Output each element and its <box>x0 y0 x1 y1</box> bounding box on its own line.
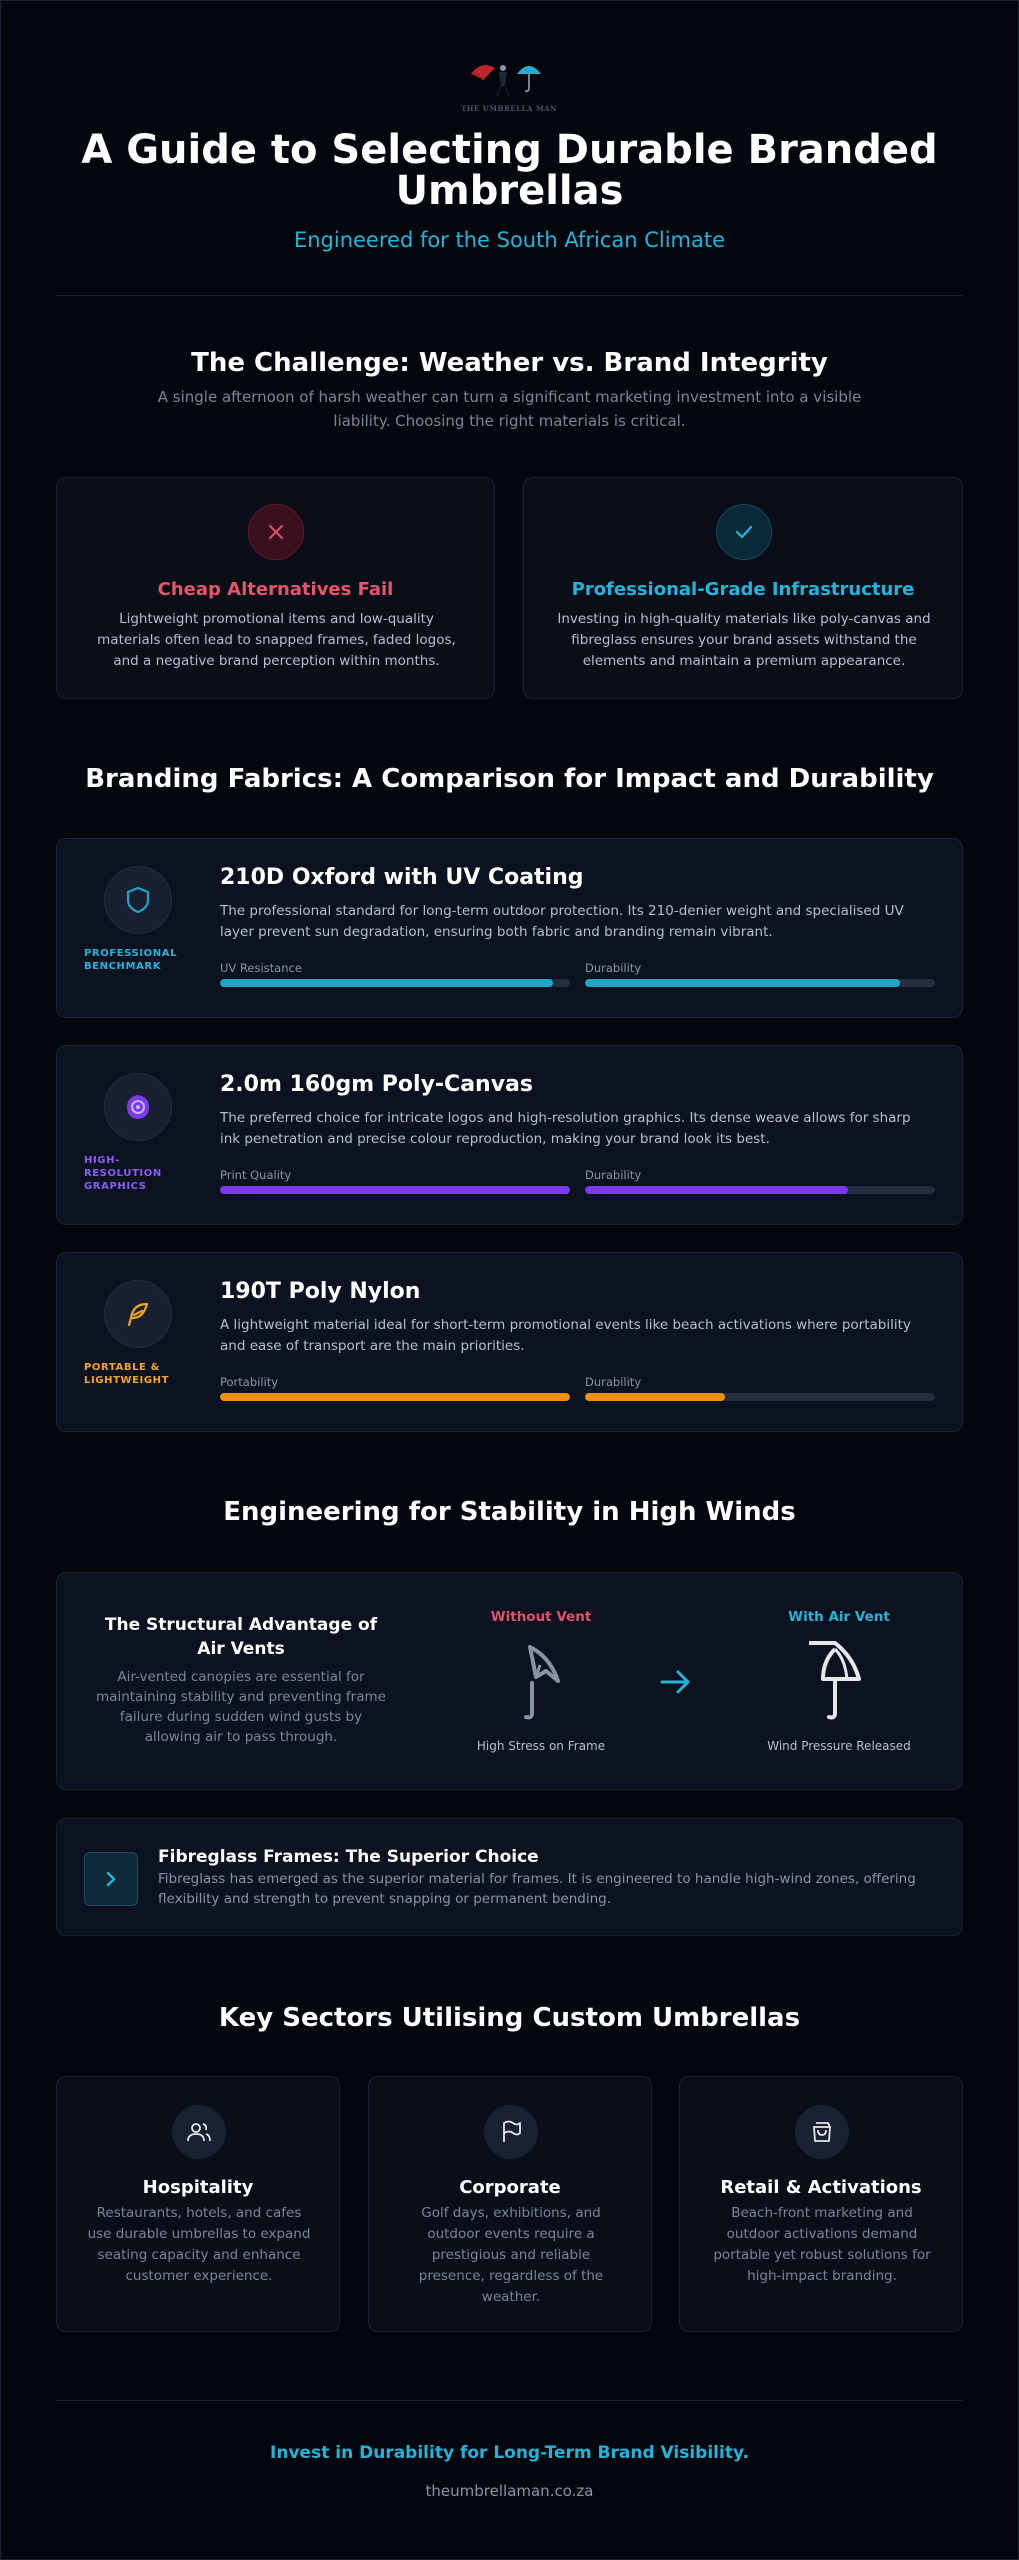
fabric-desc: The preferred choice for intricate logos… <box>220 1110 911 1147</box>
broken-umbrella-icon <box>524 1645 560 1720</box>
metric: UV Resistance <box>220 961 570 987</box>
challenge-heading: The Challenge: Weather vs. Brand Integri… <box>191 348 828 378</box>
brand-logo: THE UMBRELLA MAN <box>459 56 559 116</box>
feather-icon <box>127 1302 149 1327</box>
metric-label: Print Quality <box>220 1168 292 1182</box>
sector-text: Golf days, exhibitions, and outdoor even… <box>418 2205 604 2305</box>
sector-card-retail: Retail & Activations Beach-front marketi… <box>679 2076 963 2332</box>
page-subtitle: Engineered for the South African Climate <box>293 228 726 252</box>
metric-bar <box>585 1186 935 1194</box>
divider <box>56 2400 963 2401</box>
arrow-right-icon <box>660 1670 690 1694</box>
check-circle <box>716 504 772 560</box>
metric: Portability <box>220 1375 570 1401</box>
card-title: Professional-Grade Infrastructure <box>571 579 915 600</box>
sector-text: Beach-front marketing and outdoor activa… <box>713 2205 931 2284</box>
metric-fill <box>220 1393 570 1401</box>
fabric-tag: PORTABLE & LIGHTWEIGHT <box>84 1362 170 1386</box>
metric-fill <box>585 1186 848 1194</box>
metric-bar <box>585 979 935 987</box>
fabric-desc: The professional standard for long-term … <box>220 903 904 940</box>
shield-icon <box>126 886 150 914</box>
sector-title: Corporate <box>459 2177 561 2198</box>
vented-umbrella-icon <box>809 1641 861 1720</box>
metric-fill <box>220 979 553 987</box>
stability-heading: Engineering for Stability in High Winds <box>223 1497 796 1527</box>
users-icon <box>187 2123 211 2142</box>
x-icon <box>269 525 283 539</box>
fabric-title: 210D Oxford with UV Coating <box>220 865 584 890</box>
metric-bar <box>220 1393 570 1401</box>
air-vent-panel: The Structural Advantage of Air Vents Ai… <box>56 1572 963 1790</box>
metric: Durability <box>585 1168 935 1194</box>
page-title: A Guide to Selecting Durable Branded Umb… <box>81 127 938 214</box>
card-text: Lightweight promotional items and low-qu… <box>97 611 456 669</box>
fibreglass-text: Fibreglass has emerged as the superior m… <box>158 1871 916 1907</box>
shopping-bag-icon <box>813 2122 831 2142</box>
footer-url[interactable]: theumbrellaman.co.za <box>425 2482 594 2500</box>
challenge-card-fail: Cheap Alternatives Fail Lightweight prom… <box>56 477 495 699</box>
umbrella-logo-icon <box>471 65 541 97</box>
sectors-heading: Key Sectors Utilising Custom Umbrellas <box>218 2003 801 2033</box>
metric: Print Quality <box>220 1168 570 1194</box>
metric-label: Durability <box>585 961 642 975</box>
without-vent-label: Without Vent <box>490 1609 592 1625</box>
metric-label: Durability <box>585 1168 642 1182</box>
metric: Durability <box>585 961 935 987</box>
fabric-title: 190T Poly Nylon <box>220 1279 421 1304</box>
fabric-title: 2.0m 160gm Poly-Canvas <box>220 1072 533 1097</box>
metric-label: Durability <box>585 1375 642 1389</box>
footer-cta: Invest in Durability for Long-Term Brand… <box>270 2443 749 2463</box>
sector-card-hospitality: Hospitality Restaurants, hotels, and caf… <box>56 2076 340 2332</box>
metric-bar <box>220 1186 570 1194</box>
fibreglass-panel: Fibreglass Frames: The Superior Choice F… <box>56 1818 963 1936</box>
challenge-lead: A single afternoon of harsh weather can … <box>157 388 862 430</box>
fabric-card-polycanvas: HIGH-RESOLUTION GRAPHICS 2.0m 160gm Poly… <box>56 1045 963 1225</box>
challenge-card-pro: Professional-Grade Infrastructure Invest… <box>523 477 963 699</box>
metric-fill <box>585 1393 725 1401</box>
palette-icon <box>127 1095 149 1119</box>
metric-label: Portability <box>220 1375 279 1389</box>
metric-fill <box>220 1186 570 1194</box>
check-icon <box>735 525 753 539</box>
sector-icon-circle <box>484 2105 538 2159</box>
fabric-card-nylon: PORTABLE & LIGHTWEIGHT 190T Poly Nylon A… <box>56 1252 963 1432</box>
x-circle <box>248 504 304 560</box>
fabric-icon-circle <box>104 866 172 934</box>
flag-icon <box>503 2120 521 2142</box>
sector-title: Hospitality <box>142 2177 254 2198</box>
fabrics-heading: Branding Fabrics: A Comparison for Impac… <box>85 764 934 794</box>
with-vent-caption: Wind Pressure Released <box>767 1739 911 1753</box>
divider <box>56 295 963 296</box>
metric-bar <box>585 1393 935 1401</box>
fabric-card-oxford: PROFESSIONAL BENCHMARK 210D Oxford with … <box>56 838 963 1018</box>
card-text: Investing in high-quality materials like… <box>557 611 931 669</box>
sector-icon-circle <box>795 2105 849 2159</box>
sector-text: Restaurants, hotels, and cafes use durab… <box>87 2205 311 2284</box>
chevron-right-icon <box>106 1871 116 1887</box>
fabric-desc: A lightweight material ideal for short-t… <box>220 1317 911 1354</box>
metric-fill <box>585 979 900 987</box>
without-vent-caption: High Stress on Frame <box>476 1739 606 1753</box>
sector-card-corporate: Corporate Golf days, exhibitions, and ou… <box>368 2076 652 2332</box>
fibreglass-title: Fibreglass Frames: The Superior Choice <box>158 1847 539 1867</box>
chevron-box <box>84 1852 138 1906</box>
card-title: Cheap Alternatives Fail <box>157 579 394 600</box>
vent-title: The Structural Advantage of Air Vents <box>104 1615 378 1659</box>
sector-title: Retail & Activations <box>720 2177 922 2198</box>
logo-text: THE UMBRELLA MAN <box>461 104 557 113</box>
fabric-tag: HIGH-RESOLUTION GRAPHICS <box>84 1155 162 1192</box>
fabric-icon-circle <box>104 1280 172 1348</box>
vent-text: Air-vented canopies are essential for ma… <box>96 1669 386 1745</box>
with-vent-label: With Air Vent <box>788 1609 890 1625</box>
metric-bar <box>220 979 570 987</box>
fabric-tag: PROFESSIONAL BENCHMARK <box>84 948 178 972</box>
metric-label: UV Resistance <box>220 961 302 975</box>
fabric-icon-circle <box>104 1073 172 1141</box>
sector-icon-circle <box>172 2105 226 2159</box>
metric: Durability <box>585 1375 935 1401</box>
